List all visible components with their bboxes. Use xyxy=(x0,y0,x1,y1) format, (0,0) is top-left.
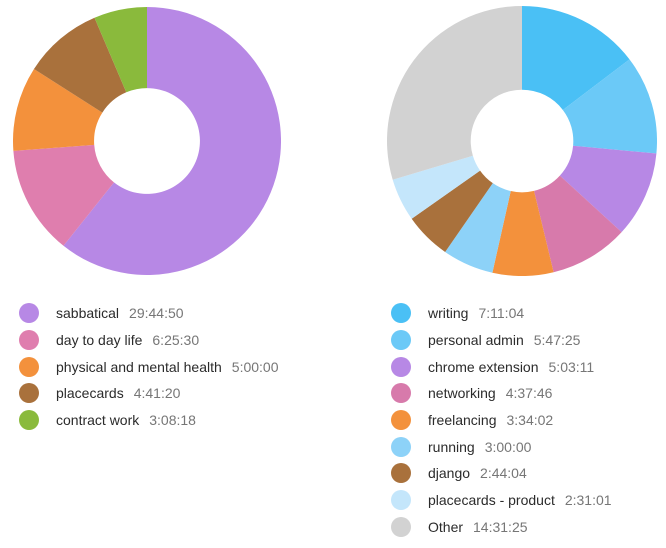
donut-chart-left xyxy=(13,7,281,275)
legend-left: sabbatical 29:44:50 day to day life 6:25… xyxy=(19,300,279,433)
legend-swatch xyxy=(19,383,39,404)
legend-swatch xyxy=(19,330,39,351)
legend-value: 4:37:46 xyxy=(505,385,553,402)
legend-swatch xyxy=(391,436,411,457)
legend-swatch xyxy=(391,356,411,377)
legend-value: 2:31:01 xyxy=(564,492,612,509)
legend-label: personal admin xyxy=(428,332,524,349)
legend-label: django xyxy=(428,465,471,482)
legend-label: networking xyxy=(428,385,496,402)
legend-swatch xyxy=(391,330,411,351)
legend-swatch xyxy=(19,303,39,324)
legend-label: sabbatical xyxy=(56,305,120,322)
legend-item-networking[interactable]: networking 4:37:46 xyxy=(391,380,612,407)
legend-item-contract-work[interactable]: contract work 3:08:18 xyxy=(19,407,279,434)
legend-swatch xyxy=(391,463,411,484)
donut-slice-personal-admin[interactable] xyxy=(562,59,657,154)
legend-swatch xyxy=(391,383,411,404)
legend-item-running[interactable]: running 3:00:00 xyxy=(391,433,612,460)
legend-item-sabbatical[interactable]: sabbatical 29:44:50 xyxy=(19,300,279,327)
donut-slice-placecards[interactable] xyxy=(33,17,127,113)
donut-slice-freelancing[interactable] xyxy=(492,190,554,276)
legend-item-day-to-day-life[interactable]: day to day life 6:25:30 xyxy=(19,327,279,354)
legend-label: Other xyxy=(428,518,464,535)
legend-label: placecards xyxy=(56,385,124,402)
donut-slice-writing[interactable] xyxy=(522,6,630,110)
legend-label: freelancing xyxy=(428,412,497,429)
legend-item-placecards[interactable]: placecards 4:41:20 xyxy=(19,380,279,407)
legend-label: chrome extension xyxy=(428,358,539,375)
legend-item-chrome-extension[interactable]: chrome extension 5:03:11 xyxy=(391,353,612,380)
legend-value: 5:47:25 xyxy=(533,332,581,349)
legend-value: 5:00:00 xyxy=(231,358,279,375)
legend-value: 3:00:00 xyxy=(484,438,532,455)
legend-swatch xyxy=(391,490,411,511)
legend-value: 4:41:20 xyxy=(133,385,181,402)
legend-label: running xyxy=(428,438,475,455)
legend-item-writing[interactable]: writing 7:11:04 xyxy=(391,300,612,327)
legend-label: placecards - product xyxy=(428,492,555,509)
legend-label: physical and mental health xyxy=(56,358,222,375)
donut-slice-chrome-extension[interactable] xyxy=(559,145,657,233)
legend-label: day to day life xyxy=(56,332,143,349)
legend-value: 14:31:25 xyxy=(473,518,528,535)
legend-item-personal-admin[interactable]: personal admin 5:47:25 xyxy=(391,327,612,354)
legend-item-other[interactable]: Other 14:31:25 xyxy=(391,514,612,541)
legend-value: 5:03:11 xyxy=(548,358,595,375)
donut-slice-running[interactable] xyxy=(445,183,511,273)
legend-swatch xyxy=(391,516,411,537)
legend-swatch xyxy=(19,410,39,431)
donut-slice-sabbatical[interactable] xyxy=(63,7,281,275)
legend-item-freelancing[interactable]: freelancing 3:34:02 xyxy=(391,407,612,434)
legend-item-placecards-product[interactable]: placecards - product 2:31:01 xyxy=(391,487,612,514)
legend-value: 7:11:04 xyxy=(478,305,525,322)
donut-slice-other[interactable] xyxy=(387,6,522,180)
donut-slice-django[interactable] xyxy=(411,170,493,252)
legend-swatch xyxy=(19,356,39,377)
donut-slice-contract-work[interactable] xyxy=(94,7,147,93)
legend-item-physical-and-mental-health[interactable]: physical and mental health 5:00:00 xyxy=(19,353,279,380)
donut-slice-day-to-day-life[interactable] xyxy=(13,144,115,246)
legend-item-django[interactable]: django 2:44:04 xyxy=(391,460,612,487)
legend-label: writing xyxy=(428,305,469,322)
legend-value: 3:34:02 xyxy=(506,412,554,429)
legend-value: 29:44:50 xyxy=(129,305,184,322)
legend-label: contract work xyxy=(56,412,140,429)
legend-swatch xyxy=(391,410,411,431)
legend-value: 2:44:04 xyxy=(480,465,527,482)
donut-slice-placecards-product[interactable] xyxy=(392,155,481,219)
legend-right: writing 7:11:04 personal admin 5:47:25 c… xyxy=(391,300,612,540)
donut-chart-right xyxy=(387,6,657,276)
legend-value: 3:08:18 xyxy=(149,412,196,429)
donut-slice-networking[interactable] xyxy=(534,175,622,273)
legend-swatch xyxy=(391,303,411,324)
donut-slice-physical-and-mental-health[interactable] xyxy=(13,69,103,151)
legend-value: 6:25:30 xyxy=(152,332,200,349)
